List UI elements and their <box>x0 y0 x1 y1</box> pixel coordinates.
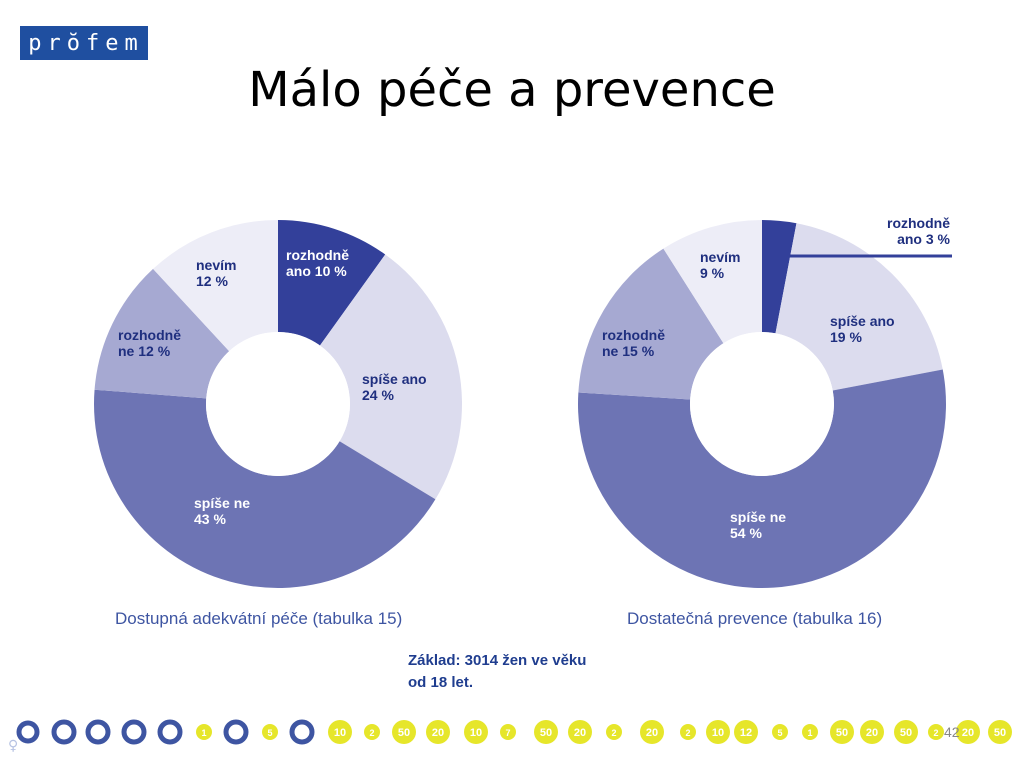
chart2-slice-3-label-line1: spíše ne <box>730 509 786 525</box>
chart2-slice-2-label-line2: 19 % <box>830 329 862 345</box>
footer-number-label: 50 <box>540 727 552 739</box>
chart1-slice-3 <box>93 389 436 589</box>
footer-ring-icon <box>289 719 315 745</box>
slide-title: Málo péče a prevence <box>248 62 776 118</box>
footer-ring-icon <box>223 719 249 745</box>
footer-number-badge: 10 <box>328 720 352 744</box>
profem-logo: prŏfem <box>20 26 148 60</box>
footer-number-label: 1 <box>807 728 812 738</box>
chart1-slice-3-label-line2: 43 % <box>194 511 226 527</box>
footer-number-label: 20 <box>432 727 444 739</box>
footer-number-label: 1 <box>201 728 206 738</box>
footer-number-label: 7 <box>505 728 510 738</box>
footer-number-label: 10 <box>334 727 346 739</box>
chart2-slice-5-label-line2: 9 % <box>700 265 725 281</box>
footer-number-badge: 1 <box>802 724 818 740</box>
chart1-slice-5-label-line1: nevím <box>196 257 236 273</box>
chart1-slice-4-label-line1: rozhodně <box>118 327 181 343</box>
footer-number-badge: 50 <box>392 720 416 744</box>
footer-number-badge: 2 <box>364 724 380 740</box>
chart2-caption: Dostatečná prevence (tabulka 16) <box>627 609 882 628</box>
footer-number-badge: 20 <box>860 720 884 744</box>
footer-number-badge: 10 <box>464 720 488 744</box>
footer-number-label: 2 <box>369 728 374 738</box>
footer-number-label: 50 <box>398 727 410 739</box>
chart1-slice-1-label-line1: rozhodně <box>286 247 349 263</box>
footer-number-label: 2 <box>685 728 690 738</box>
footer-icon-strip: 1 5 10 2 50 20 10 7 50 20 2 20 2 10 12 5 1 50 20 50 2 20 50 ♀ <box>8 719 1012 752</box>
base-note-line2: od 18 let. <box>408 674 474 691</box>
footer-number-label: 10 <box>712 727 724 739</box>
footer-number-badge: 20 <box>956 720 980 744</box>
chart2-center-hole <box>690 332 834 476</box>
chart2-slice-4-label-line1: rozhodně <box>602 327 665 343</box>
footer-number-label: 20 <box>866 727 878 739</box>
base-note: Základ: 3014 žen ve věku od 18 let. <box>408 650 628 694</box>
footer-ring-icon <box>16 720 40 744</box>
footer-number-badge: 50 <box>830 720 854 744</box>
footer-number-label: 2 <box>611 728 616 738</box>
chart2-slice-1 <box>762 220 797 334</box>
chart2-slice-4-label-line2: ne 15 % <box>602 343 655 359</box>
footer-number-label: 10 <box>470 727 482 739</box>
chart1-slice-2-label-line1: spíše ano <box>362 371 427 387</box>
footer-ring-icon <box>121 719 147 745</box>
footer-number-badge: 5 <box>262 724 278 740</box>
chart2-slice-3 <box>578 369 947 589</box>
page-number: 42 <box>944 724 960 740</box>
chart1-slice-4-label-line2: ne 12 % <box>118 343 171 359</box>
footer-number-badge: 2 <box>928 724 944 740</box>
footer-number-label: 50 <box>836 727 848 739</box>
footer-number-label: 50 <box>994 727 1006 739</box>
chart2-slice-4 <box>578 248 724 400</box>
chart1-slice-3-label-line1: spíše ne <box>194 495 250 511</box>
footer-number-badge: 2 <box>680 724 696 740</box>
footer-ring-icon <box>85 719 111 745</box>
footer-number-label: 20 <box>646 727 658 739</box>
footer-number-badge: 1 <box>196 724 212 740</box>
chart1-center-hole <box>206 332 350 476</box>
chart1-slice-4 <box>94 268 230 399</box>
footer-number-badge: 50 <box>534 720 558 744</box>
chart1-slice-2-label-line2: 24 % <box>362 387 394 403</box>
footer-number-label: 12 <box>740 727 752 739</box>
footer-number-badge: 20 <box>426 720 450 744</box>
footer-number-label: 50 <box>900 727 912 739</box>
footer-number-label: 5 <box>267 728 272 738</box>
footer-number-label: 5 <box>777 728 782 738</box>
footer-number-badge: 50 <box>894 720 918 744</box>
footer-number-label: 20 <box>574 727 586 739</box>
footer-number-badge: 20 <box>640 720 664 744</box>
footer-number-badge: 7 <box>500 724 516 740</box>
chart2-slice-5-label-line1: nevím <box>700 249 740 265</box>
chart2-slice-5 <box>663 220 762 344</box>
chart1-slice-2 <box>319 254 462 500</box>
footer-number-label: 20 <box>962 727 974 739</box>
footer-number-badge: 10 <box>706 720 730 744</box>
chart2-slice-3-label-line2: 54 % <box>730 525 762 541</box>
footer-number-badge: 12 <box>734 720 758 744</box>
footer-number-label: 2 <box>933 728 938 738</box>
chart1-slice-1 <box>278 220 386 346</box>
female-symbol-icon: ♀ <box>8 738 18 752</box>
chart2-slice-1-label-line2: ano 3 % <box>897 231 950 247</box>
chart2-slice-2 <box>775 223 943 391</box>
chart1-caption: Dostupná adekvátní péče (tabulka 15) <box>115 609 402 628</box>
footer-ring-icon <box>51 719 77 745</box>
chart1-slice-5-label-line2: 12 % <box>196 273 228 289</box>
footer-number-badge: 5 <box>772 724 788 740</box>
footer-number-badge: 20 <box>568 720 592 744</box>
chart1-slice-1-label-line2: ano 10 % <box>286 263 347 279</box>
chart2-slice-1-label-line1: rozhodně <box>887 215 950 231</box>
footer-ring-icon <box>157 719 183 745</box>
footer-number-badge: 50 <box>988 720 1012 744</box>
chart1-slice-5 <box>153 220 278 352</box>
footer-number-badge: 2 <box>606 724 622 740</box>
base-note-line1: Základ: 3014 žen ve věku <box>408 652 587 669</box>
chart2-slice-2-label-line1: spíše ano <box>830 313 895 329</box>
